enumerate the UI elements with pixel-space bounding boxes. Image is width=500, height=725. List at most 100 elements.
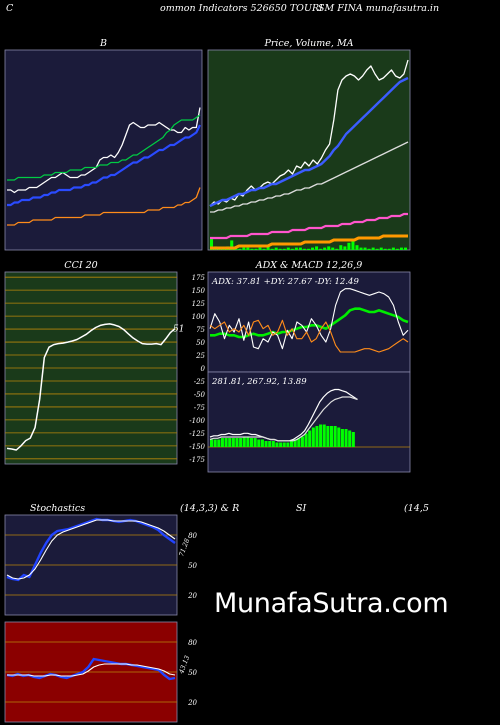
volume-bar [254,248,258,250]
cci-tick-label: 75 [196,326,205,334]
macd-histogram-bar [293,439,297,447]
stochastics-params: (14,3,3) & R [180,503,239,514]
adx-panel [207,271,411,373]
macd-histogram-bar [275,442,279,447]
volume-bar [359,247,363,250]
rsi-tick-label: 50 [188,669,197,677]
price-series-0 [209,59,409,207]
volume-bar [403,247,407,250]
header-left: ommon Indicators 526650 TOURI [160,3,323,14]
macd-histogram-bar [337,427,341,447]
volume-bar [367,248,371,250]
volume-bar [294,247,298,250]
volume-bar [230,240,234,250]
stochastics-tick-label: 50 [188,562,197,570]
cci-tick-label: 25 [195,352,205,360]
volume-bar [290,248,294,250]
macd-histogram-bar [268,441,272,447]
bollinger-panel [4,49,203,251]
volume-bar [266,246,270,250]
price-series-2 [210,141,409,213]
cci-tick-label: 175 [192,274,206,282]
volume-bar [302,248,306,250]
volume-bar [387,248,391,250]
macd-histogram-bar [271,441,275,447]
macd-histogram-bar [348,430,352,447]
volume-bar [383,248,387,250]
cci-tick-label: -50 [194,391,206,399]
rsi-params: (14,5 [404,503,429,514]
volume-bar [250,248,254,250]
cci-tick-label: -125 [189,430,205,438]
macd-histogram-bar [311,427,315,447]
rsi-tick-label: 80 [188,639,197,647]
macd-histogram-bar [297,438,301,447]
macd-histogram-bar [235,438,239,447]
cci-tick-label: -100 [189,417,205,425]
macd-histogram-bar [344,429,348,447]
macd-histogram-bar [326,426,330,447]
volume-bar [311,247,315,250]
cci-tick-label: 50 [196,339,205,347]
volume-bar [335,248,339,250]
macd-histogram-bar [257,439,261,447]
volume-bar [242,247,246,250]
volume-bar [355,245,359,250]
macd-histogram-bar [220,438,224,447]
volume-bar [246,247,250,250]
volume-bar [278,248,282,250]
cci-tick-label: 150 [192,287,206,295]
macd-histogram-bar [308,430,312,447]
macd-histogram-bar [329,426,334,447]
volume-bar [306,248,311,250]
macd-values-label: 281.81, 267.92, 13.89 [211,377,307,387]
volume-bar [315,246,319,250]
adx-series-2 [209,319,409,353]
macd-histogram-bar [264,441,268,447]
macd-histogram-bar [210,439,214,447]
bollinger-title: B [99,38,107,49]
volume-bar [375,248,379,250]
rsi-tick-label: 20 [187,699,197,707]
macd-histogram-bar [300,436,304,447]
volume-bar [262,248,266,250]
macd-histogram-bar [289,441,294,447]
macd-histogram-bar [249,438,254,447]
stochastics-tick-label: 20 [187,592,197,600]
volume-bar [327,246,331,250]
macd-histogram-bar [304,433,308,447]
macd-histogram-bar [224,438,228,447]
volume-bar [282,248,286,250]
cci-tick-label: -150 [189,443,205,451]
macd-histogram-bar [340,429,344,447]
macd-histogram-bar [322,424,326,447]
bollinger-series-1 [7,124,201,207]
macd-histogram-bar [319,424,323,447]
cci-value-label: 51 [173,325,184,335]
macd-histogram-bar [239,438,243,447]
bollinger-series-2 [7,187,201,226]
cci-tick-label: 0 [201,365,206,373]
macd-histogram-bar [228,438,232,447]
volume-bar [351,240,355,250]
macd-histogram-bar [217,439,221,447]
volume-bar [258,247,262,250]
macd-histogram-bar [246,436,250,447]
bollinger-series-3 [7,114,201,181]
stochastics-tick-label: 80 [188,532,197,540]
price-series-4 [210,234,408,250]
macd-histogram-bar [242,436,246,447]
volume-bar [210,238,214,250]
adx-values-label: ADX: 37.81 +DY: 27.67 -DY: 12.49 [211,277,359,287]
bollinger-series-0 [7,107,201,194]
volume-bar [339,245,343,250]
header-right: SM FINA munafasutra.in [318,3,440,14]
macd-histogram-bar [279,442,283,447]
volume-bar [399,247,403,250]
price-series-3 [210,212,408,240]
volume-bar [298,247,302,250]
volume-bar [274,247,278,250]
cci-tick-label: -175 [189,456,205,464]
volume-bar [379,247,383,250]
